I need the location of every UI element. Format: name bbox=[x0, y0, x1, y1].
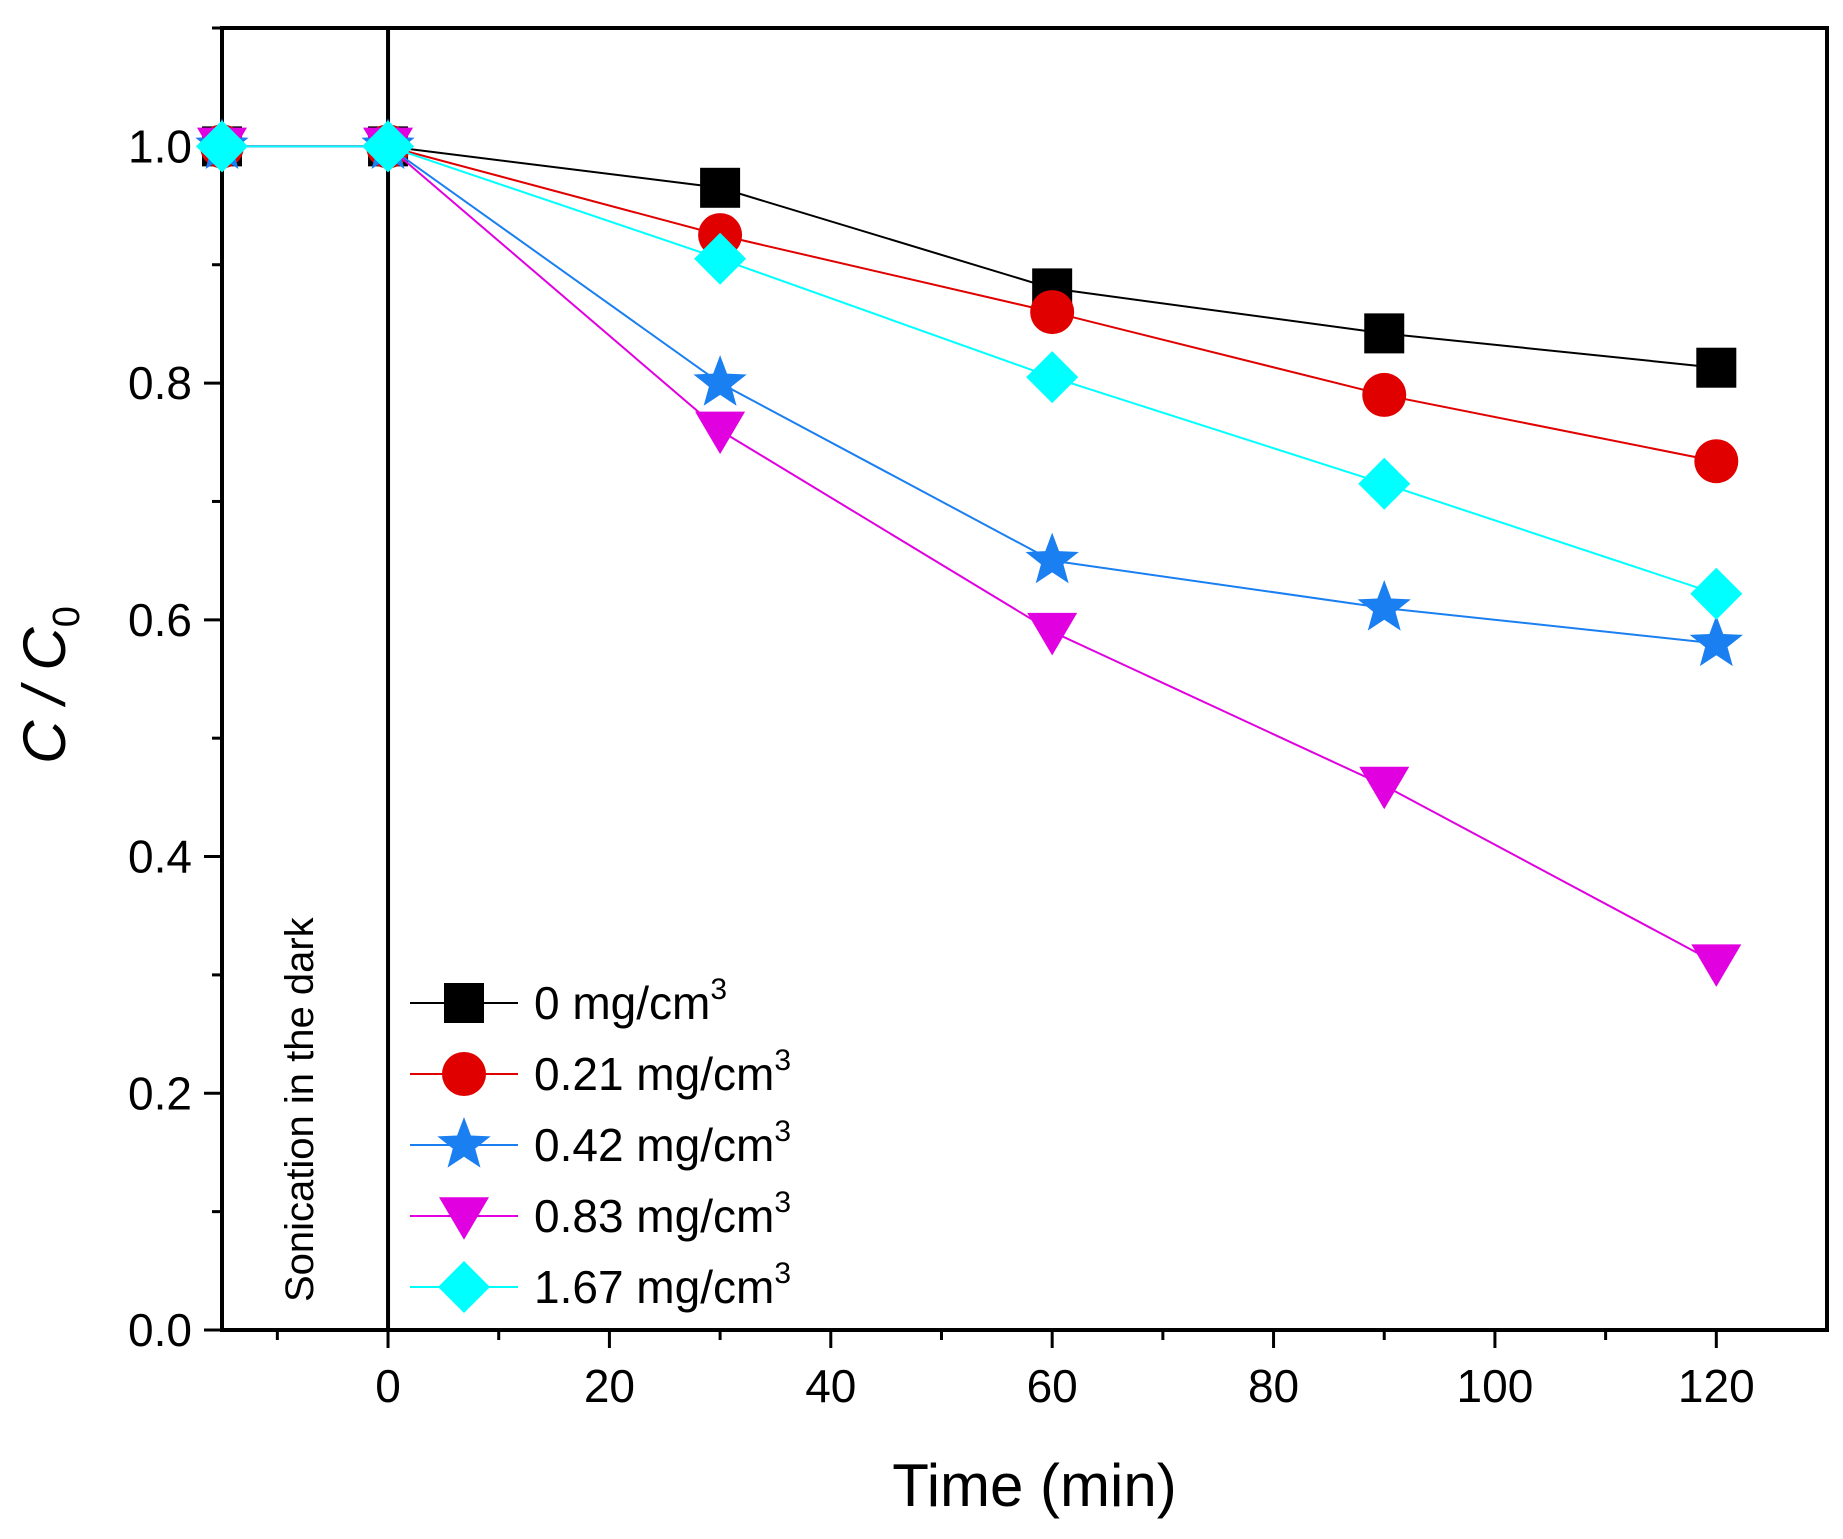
legend-marker bbox=[438, 1261, 490, 1313]
data-point bbox=[693, 355, 747, 406]
x-tick-label: 60 bbox=[1027, 1360, 1078, 1412]
plot-border bbox=[220, 26, 1829, 1332]
legend-item: 0.21 mg/cm3 bbox=[410, 1044, 791, 1100]
y-tick-label: 0.2 bbox=[128, 1067, 192, 1119]
data-point bbox=[196, 120, 248, 173]
plot-frame bbox=[220, 26, 1829, 1332]
x-tick-label: 40 bbox=[805, 1360, 856, 1412]
y-tick-label: 0.4 bbox=[128, 831, 192, 883]
legend-item: 0.83 mg/cm3 bbox=[410, 1186, 791, 1242]
legend-marker bbox=[442, 1052, 486, 1096]
data-point bbox=[1694, 439, 1739, 484]
series-layer bbox=[195, 118, 1743, 987]
legend-item: 0 mg/cm3 bbox=[410, 973, 727, 1029]
x-tick-label: 120 bbox=[1678, 1360, 1755, 1412]
legend-label: 0.42 mg/cm3 bbox=[534, 1115, 791, 1171]
data-point bbox=[1364, 313, 1405, 354]
series-3 bbox=[197, 127, 1742, 987]
legend-item: 0.42 mg/cm3 bbox=[410, 1115, 791, 1171]
data-point bbox=[694, 232, 747, 285]
y-tick-label: 0.6 bbox=[128, 594, 192, 646]
x-tick-label: 100 bbox=[1457, 1360, 1534, 1412]
data-point bbox=[1359, 766, 1410, 810]
data-point bbox=[1691, 944, 1742, 987]
legend-label: 0 mg/cm3 bbox=[534, 973, 727, 1029]
data-point bbox=[695, 411, 746, 455]
legend-item: 1.67 mg/cm3 bbox=[410, 1257, 791, 1313]
data-point bbox=[1696, 347, 1737, 388]
x-tick-label: 20 bbox=[584, 1360, 635, 1412]
x-tick-label: 80 bbox=[1248, 1360, 1299, 1412]
data-point bbox=[1030, 290, 1075, 335]
series-line bbox=[222, 145, 1717, 463]
series-line bbox=[222, 145, 1717, 369]
y-axis: 0.0 0.2 0.4 0.6 0.8 1.0 bbox=[128, 26, 222, 1356]
x-axis: 0 20 40 60 80 100 120 bbox=[275, 1330, 1755, 1412]
legend-marker bbox=[437, 1117, 491, 1168]
legend-label: 1.67 mg/cm3 bbox=[534, 1257, 791, 1313]
legend-marker bbox=[439, 1197, 489, 1240]
series-1 bbox=[200, 124, 1739, 484]
data-point bbox=[1357, 579, 1411, 631]
series-line bbox=[222, 145, 1717, 964]
legend-marker bbox=[444, 983, 484, 1023]
data-point bbox=[362, 120, 415, 173]
data-point bbox=[700, 167, 741, 208]
legend: 0 mg/cm3 0.21 mg/cm3 0.42 mg/cm3 0.83 mg/cm… bbox=[410, 973, 791, 1313]
series-line bbox=[222, 145, 1717, 595]
legend-label: 0.21 mg/cm3 bbox=[534, 1044, 791, 1100]
data-point bbox=[1027, 612, 1078, 656]
x-axis-title: Time (min) bbox=[892, 1452, 1176, 1519]
legend-label: 0.83 mg/cm3 bbox=[534, 1186, 791, 1242]
y-tick-label: 0.8 bbox=[128, 357, 192, 409]
series-4 bbox=[196, 120, 1743, 620]
sonication-annotation: Sonication in the dark bbox=[278, 916, 322, 1302]
y-tick-label: 0.0 bbox=[128, 1304, 192, 1356]
data-point bbox=[1690, 567, 1743, 620]
data-point bbox=[1358, 457, 1411, 510]
y-tick-label: 1.0 bbox=[128, 120, 192, 172]
y-axis-title: C / C0 bbox=[11, 606, 88, 764]
x-tick-label: 0 bbox=[375, 1360, 401, 1412]
data-point bbox=[1025, 532, 1079, 584]
series-line bbox=[222, 145, 1717, 645]
series-2 bbox=[195, 118, 1743, 667]
data-point bbox=[1026, 351, 1079, 404]
data-point bbox=[1362, 372, 1407, 417]
data-point bbox=[1689, 615, 1743, 667]
